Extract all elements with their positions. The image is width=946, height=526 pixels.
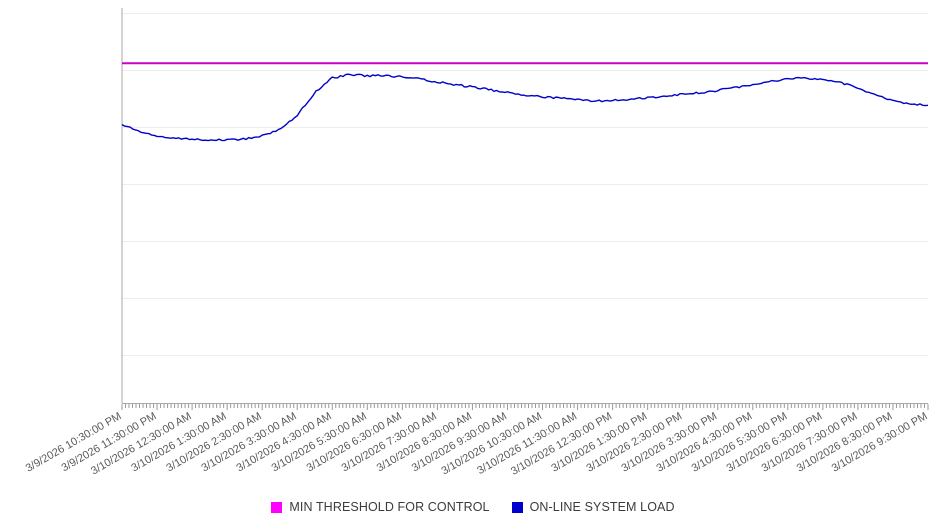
legend-label-on-line-system-load: ON-LINE SYSTEM LOAD [529,500,675,514]
load-line [121,73,929,142]
legend-swatch-magenta [271,501,283,513]
legend-item-on-line-system-load[interactable]: ON-LINE SYSTEM LOAD [511,500,675,514]
plot-background [122,8,928,403]
legend-label-min-threshold-for-control: MIN THRESHOLD FOR CONTROL [289,500,490,514]
legend-item-min-threshold-for-control[interactable]: MIN THRESHOLD FOR CONTROL [271,500,489,514]
chart-legend: MIN THRESHOLD FOR CONTROL ON-LINE SYSTEM… [0,496,946,518]
gridlines [122,13,928,356]
series-on-line-system-load [121,73,929,142]
x-axis-ticks [121,404,929,410]
legend-swatch-blue [511,501,523,513]
x-axis-tick-labels: 3/9/2026 10:30:00 PM3/9/2026 11:30:00 PM… [24,410,930,478]
